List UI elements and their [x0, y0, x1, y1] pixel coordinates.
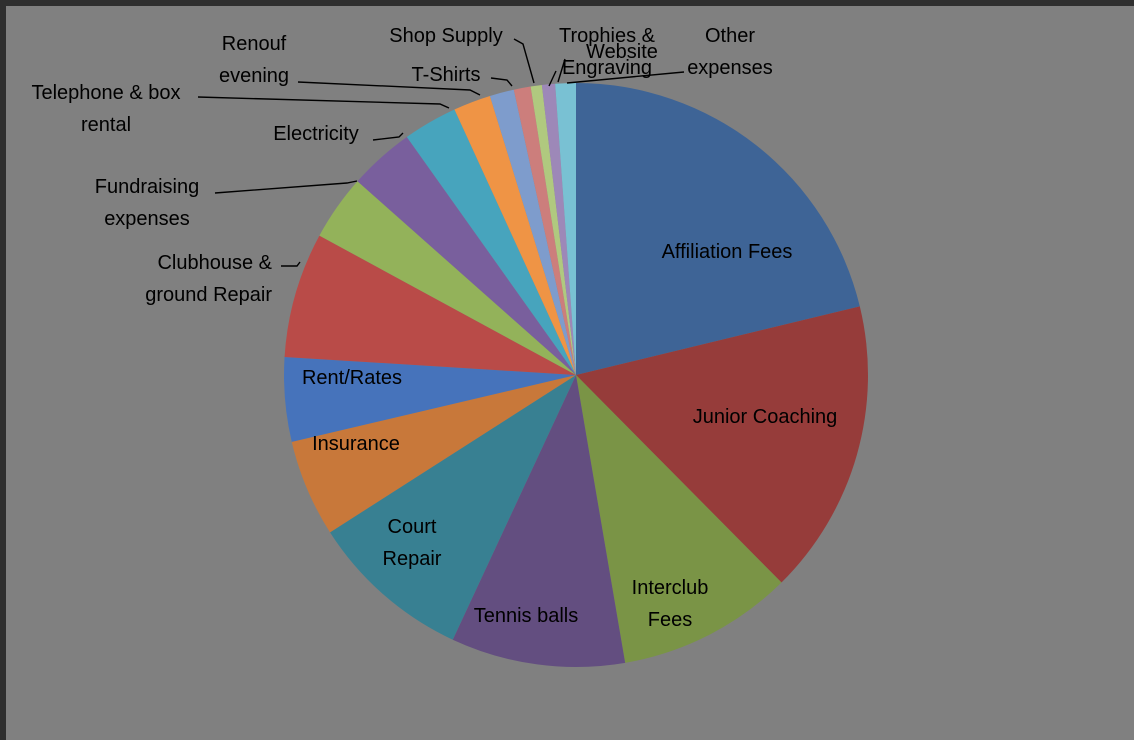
data-label-affiliation-fees: Affiliation Fees: [662, 241, 793, 263]
pie-slice-junior-coaching: [576, 306, 869, 583]
pie-slice-telephone-and-box-rental: [406, 109, 576, 375]
pie-slice-t-shirts: [489, 89, 576, 375]
pie-slice-insurance: [291, 375, 576, 533]
slices-layer: [284, 83, 869, 667]
data-label-court-repair: Court Repair: [383, 516, 442, 570]
leader-line-other-expenses: [566, 71, 685, 84]
leader-line-trophies-and-engraving: [548, 70, 557, 87]
leader-line-renouf-evening: [297, 81, 481, 96]
pie-slice-affiliation-fees: [576, 83, 860, 375]
pie-slice-website: [541, 83, 576, 375]
data-label-junior-coaching: Junior Coaching: [693, 406, 838, 428]
leader-line-shop-supply: [513, 38, 535, 84]
leader-line-website: [557, 58, 566, 83]
data-label-tennis-balls: Tennis balls: [474, 605, 579, 627]
data-label-interclub-fees: Interclub Fees: [632, 577, 709, 631]
pie-slice-other-expenses: [555, 83, 576, 375]
pie-slice-fundraising-expenses: [319, 181, 576, 375]
data-label-website: Website: [586, 41, 658, 63]
pie-slice-interclub-fees: [576, 375, 782, 663]
data-label-t-shirts: T-Shirts: [412, 64, 481, 86]
pie-slice-clubhouse-and-ground-repair: [284, 235, 576, 375]
data-label-other-expenses: Other expenses: [687, 25, 773, 79]
data-label-fundraising-expenses: Fundraising expenses: [95, 176, 200, 230]
pie-slice-rent-rates: [284, 356, 576, 442]
data-label-telephone-and-box-rental: Telephone & box rental: [31, 82, 180, 136]
data-label-insurance: Insurance: [312, 433, 400, 455]
data-label-rent-rates: Rent/Rates: [302, 367, 402, 389]
pie-slice-court-repair: [330, 375, 576, 640]
data-label-electricity: Electricity: [273, 123, 359, 145]
pie-slice-renouf-evening: [454, 95, 576, 375]
leader-line-fundraising-expenses: [214, 180, 358, 194]
leader-line-t-shirts: [490, 77, 513, 87]
leader-line-telephone-and-box-rental: [197, 96, 450, 109]
data-label-trophies-and-engraving: Trophies & Engraving: [559, 25, 656, 79]
leader-line-clubhouse-and-ground-repair: [281, 261, 301, 267]
pie-slice-shop-supply: [513, 86, 576, 376]
pie-slice-tennis-balls: [452, 375, 626, 667]
data-label-clubhouse-and-ground-repair: Clubhouse & ground Repair: [145, 252, 272, 306]
pie-slice-electricity: [357, 136, 576, 375]
data-label-renouf-evening: Renouf evening: [219, 33, 289, 87]
pie-slice-trophies-and-engraving: [530, 85, 576, 375]
data-label-shop-supply: Shop Supply: [389, 25, 502, 47]
leader-line-electricity: [372, 132, 404, 141]
leader-lines-layer: [197, 38, 685, 267]
labels-layer: Affiliation Fees Junior Coaching Interclub…: [31, 25, 837, 631]
